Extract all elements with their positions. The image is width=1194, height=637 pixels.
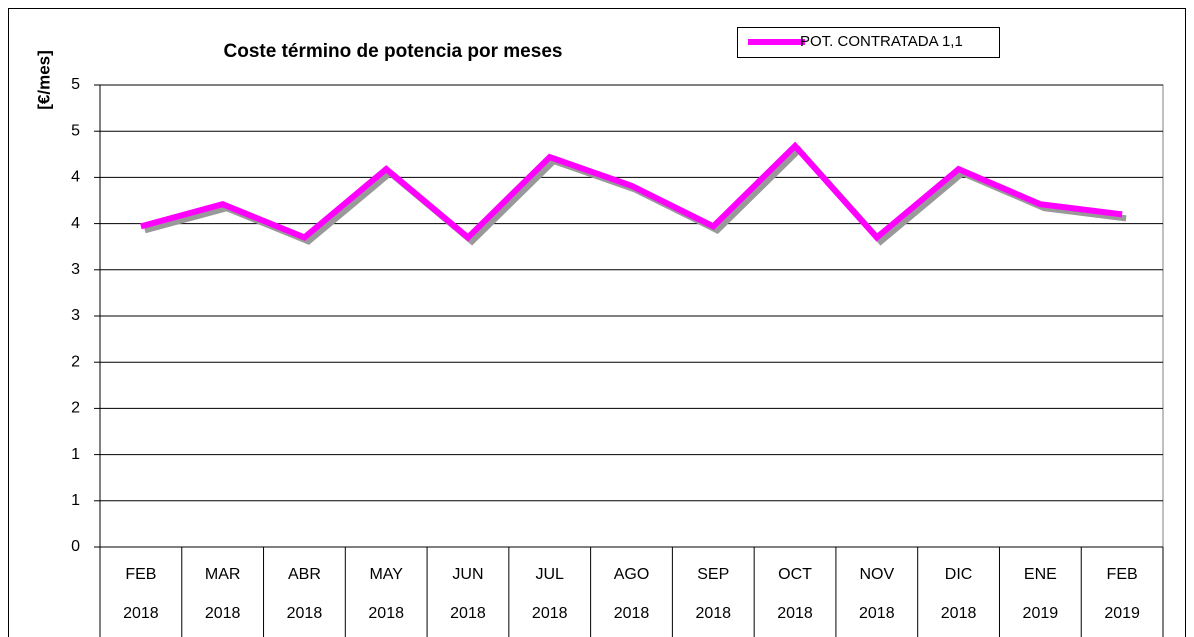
y-tick-label: 3 — [71, 261, 80, 278]
chart-frame — [8, 8, 1186, 637]
x-tick-label: 2018 — [777, 605, 813, 622]
y-tick-label: 5 — [71, 76, 80, 93]
x-tick-label: 2018 — [205, 605, 241, 622]
x-tick-label: DIC — [945, 566, 973, 583]
y-tick-label: 4 — [71, 215, 80, 232]
y-tick-label: 1 — [71, 492, 80, 509]
x-tick-label: FEB — [125, 566, 156, 583]
y-axis-label: [€/mes] — [34, 50, 53, 110]
chart-title: Coste término de potencia por meses — [224, 41, 563, 62]
x-tick-label: 2018 — [532, 605, 568, 622]
x-tick-label: FEB — [1107, 566, 1138, 583]
x-tick-label: 2019 — [1023, 605, 1059, 622]
x-tick-label: ABR — [288, 566, 321, 583]
x-tick-label: 2018 — [859, 605, 895, 622]
x-tick-label: 2019 — [1104, 605, 1140, 622]
x-tick-label: 2018 — [368, 605, 404, 622]
x-tick-label: OCT — [778, 566, 812, 583]
x-tick-label: 2018 — [614, 605, 650, 622]
legend-label: POT. CONTRATADA 1,1 — [800, 33, 963, 50]
x-tick-label: 2018 — [695, 605, 731, 622]
y-tick-label: 2 — [71, 353, 80, 370]
x-tick-label: JUL — [536, 566, 565, 583]
y-tick-label: 4 — [71, 169, 80, 186]
y-tick-label: 0 — [71, 538, 80, 555]
y-tick-label: 5 — [71, 122, 80, 139]
x-tick-label: SEP — [697, 566, 729, 583]
line-shadow — [144, 145, 1127, 246]
x-tick-label: ENE — [1024, 566, 1057, 583]
x-tick-label: NOV — [859, 566, 894, 583]
x-tick-label: 2018 — [123, 605, 159, 622]
y-tick-label: 2 — [71, 400, 80, 417]
x-tick-label: 2018 — [287, 605, 323, 622]
x-tick-label: AGO — [614, 566, 650, 583]
x-tick-label: JUN — [452, 566, 483, 583]
y-tick-label: 3 — [71, 307, 80, 324]
x-tick-label: MAY — [369, 566, 403, 583]
x-tick-label: MAR — [205, 566, 241, 583]
x-tick-label: 2018 — [450, 605, 486, 622]
x-tick-label: 2018 — [941, 605, 977, 622]
line — [140, 141, 1123, 242]
y-tick-label: 1 — [71, 446, 80, 463]
